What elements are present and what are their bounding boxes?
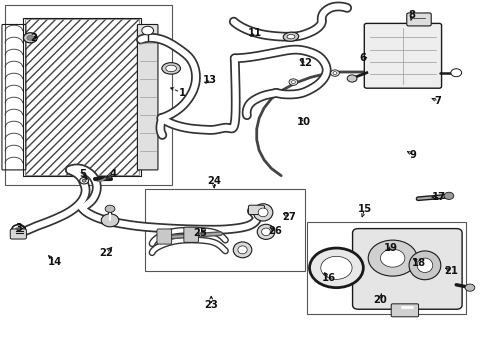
Ellipse shape [286,35,294,39]
Circle shape [15,227,22,232]
Text: 1: 1 [178,88,185,98]
Text: 26: 26 [267,226,281,236]
Text: 27: 27 [282,212,296,222]
FancyBboxPatch shape [183,227,198,242]
Circle shape [464,284,474,291]
Circle shape [346,75,356,82]
Circle shape [291,81,295,84]
Text: 9: 9 [409,150,416,160]
Text: 16: 16 [321,273,335,283]
Text: 8: 8 [408,10,415,20]
Circle shape [288,79,297,85]
Text: 24: 24 [207,176,221,186]
Circle shape [320,256,351,279]
Text: 3: 3 [15,222,22,233]
Text: 21: 21 [443,266,457,276]
Text: 10: 10 [297,117,310,127]
FancyBboxPatch shape [137,24,158,170]
Circle shape [332,72,336,75]
Circle shape [105,205,115,212]
Ellipse shape [165,65,176,72]
Ellipse shape [257,224,274,239]
Text: 19: 19 [384,243,397,253]
FancyBboxPatch shape [10,229,26,239]
Bar [144,189,305,271]
Bar [23,18,141,176]
Circle shape [12,225,25,235]
Ellipse shape [253,204,272,221]
Text: 20: 20 [373,294,386,305]
Ellipse shape [261,228,270,236]
Ellipse shape [283,32,298,41]
FancyBboxPatch shape [157,229,171,244]
Text: 11: 11 [247,28,262,38]
Text: 14: 14 [47,257,62,267]
Circle shape [23,33,37,43]
FancyBboxPatch shape [248,205,264,215]
Ellipse shape [408,251,440,280]
Ellipse shape [416,258,432,273]
Circle shape [101,214,119,227]
Circle shape [80,177,88,184]
Bar [306,222,465,314]
Circle shape [142,26,153,35]
Text: 5: 5 [80,168,86,179]
Text: 2: 2 [30,33,37,43]
Circle shape [443,192,453,199]
Circle shape [450,69,461,77]
Text: 22: 22 [100,248,113,258]
Text: 13: 13 [203,75,217,85]
Circle shape [380,249,404,267]
FancyBboxPatch shape [352,229,461,309]
Ellipse shape [162,63,180,74]
Text: 15: 15 [357,204,371,214]
Circle shape [27,35,34,40]
Circle shape [330,70,339,76]
Bar [5,5,172,185]
Text: 12: 12 [299,58,312,68]
Text: 7: 7 [434,96,441,106]
Circle shape [367,240,416,276]
Text: 18: 18 [411,258,425,268]
Circle shape [82,179,86,182]
Text: 25: 25 [193,228,207,238]
FancyBboxPatch shape [364,23,441,88]
Ellipse shape [233,242,251,258]
Text: 17: 17 [431,192,445,202]
FancyBboxPatch shape [390,304,418,317]
Text: 6: 6 [359,53,366,63]
Circle shape [309,248,363,288]
Ellipse shape [258,208,267,217]
Text: 4: 4 [110,168,117,179]
Bar [25,19,139,175]
Text: 23: 23 [204,300,218,310]
FancyBboxPatch shape [406,13,430,26]
Ellipse shape [237,246,247,254]
